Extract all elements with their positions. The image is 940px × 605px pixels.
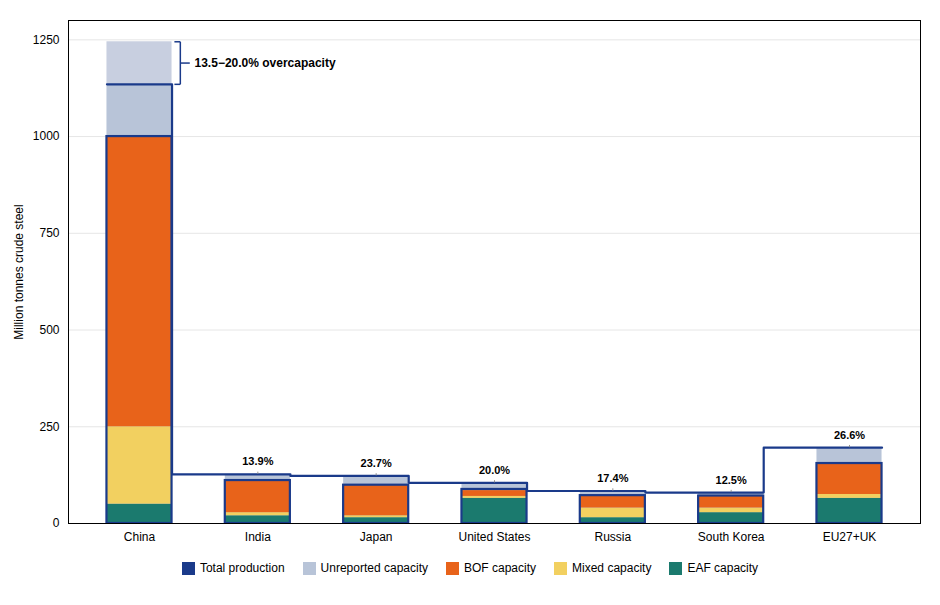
svg-text:Million tonnes crude steel: Million tonnes crude steel: [12, 204, 26, 339]
html-text:Unreported capacity: Unreported capacity: [320, 561, 428, 575]
svg-text:17.4%: 17.4%: [597, 472, 628, 484]
svg-text:EU27+UK: EU27+UK: [823, 530, 877, 544]
svg-text:250: 250: [39, 420, 59, 434]
svg-text:750: 750: [39, 226, 59, 240]
svg-text:Russia: Russia: [594, 530, 631, 544]
svg-text:South Korea: South Korea: [698, 530, 765, 544]
svg-text:500: 500: [39, 323, 59, 337]
svg-text:23.7%: 23.7%: [361, 457, 392, 469]
html-text:EAF capacity: EAF capacity: [687, 561, 759, 575]
html-text:BOF capacity: BOF capacity: [464, 561, 536, 575]
html-text:Mixed capacity: Mixed capacity: [572, 561, 652, 575]
svg-text:13.9%: 13.9%: [242, 455, 273, 467]
svg-text:China: China: [124, 530, 156, 544]
svg-text:India: India: [245, 530, 271, 544]
svg-text:12.5%: 12.5%: [716, 474, 747, 486]
svg-text:1250: 1250: [33, 33, 60, 47]
svg-text:United States: United States: [458, 530, 530, 544]
svg-text:13.5−20.0% overcapacity: 13.5−20.0% overcapacity: [195, 56, 336, 70]
html-text:Total production: Total production: [199, 561, 285, 575]
svg-text:26.6%: 26.6%: [834, 429, 865, 441]
svg-text:0: 0: [53, 516, 60, 530]
svg-text:1000: 1000: [33, 129, 60, 143]
svg-text:Japan: Japan: [360, 530, 393, 544]
svg-text:20.0%: 20.0%: [479, 464, 510, 476]
